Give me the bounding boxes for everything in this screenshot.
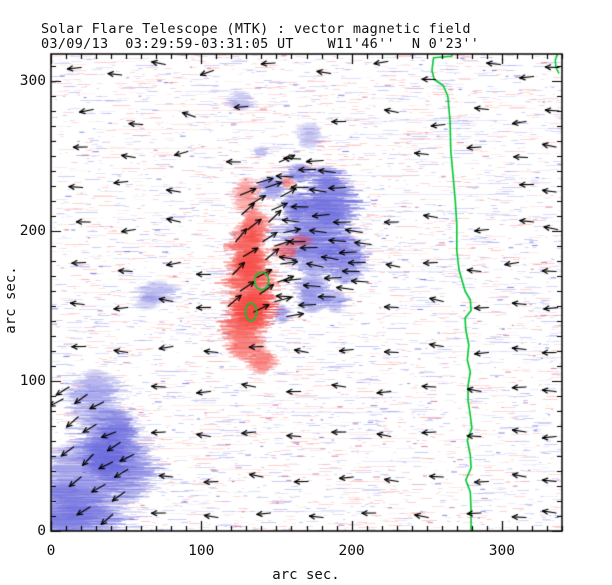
y-tick-label: 200 [19, 223, 46, 239]
x-tick-label: 200 [338, 543, 365, 559]
y-tick-label: 300 [19, 73, 46, 89]
x-tick-label: 0 [46, 543, 56, 559]
x-tick-label: 300 [488, 543, 515, 559]
y-tick-label: 0 [37, 523, 46, 539]
x-tick-label: 100 [188, 543, 215, 559]
y-axis-label: arc sec. [3, 266, 19, 334]
y-tick-label: 100 [19, 373, 46, 389]
x-axis-label: arc sec. [272, 567, 340, 583]
